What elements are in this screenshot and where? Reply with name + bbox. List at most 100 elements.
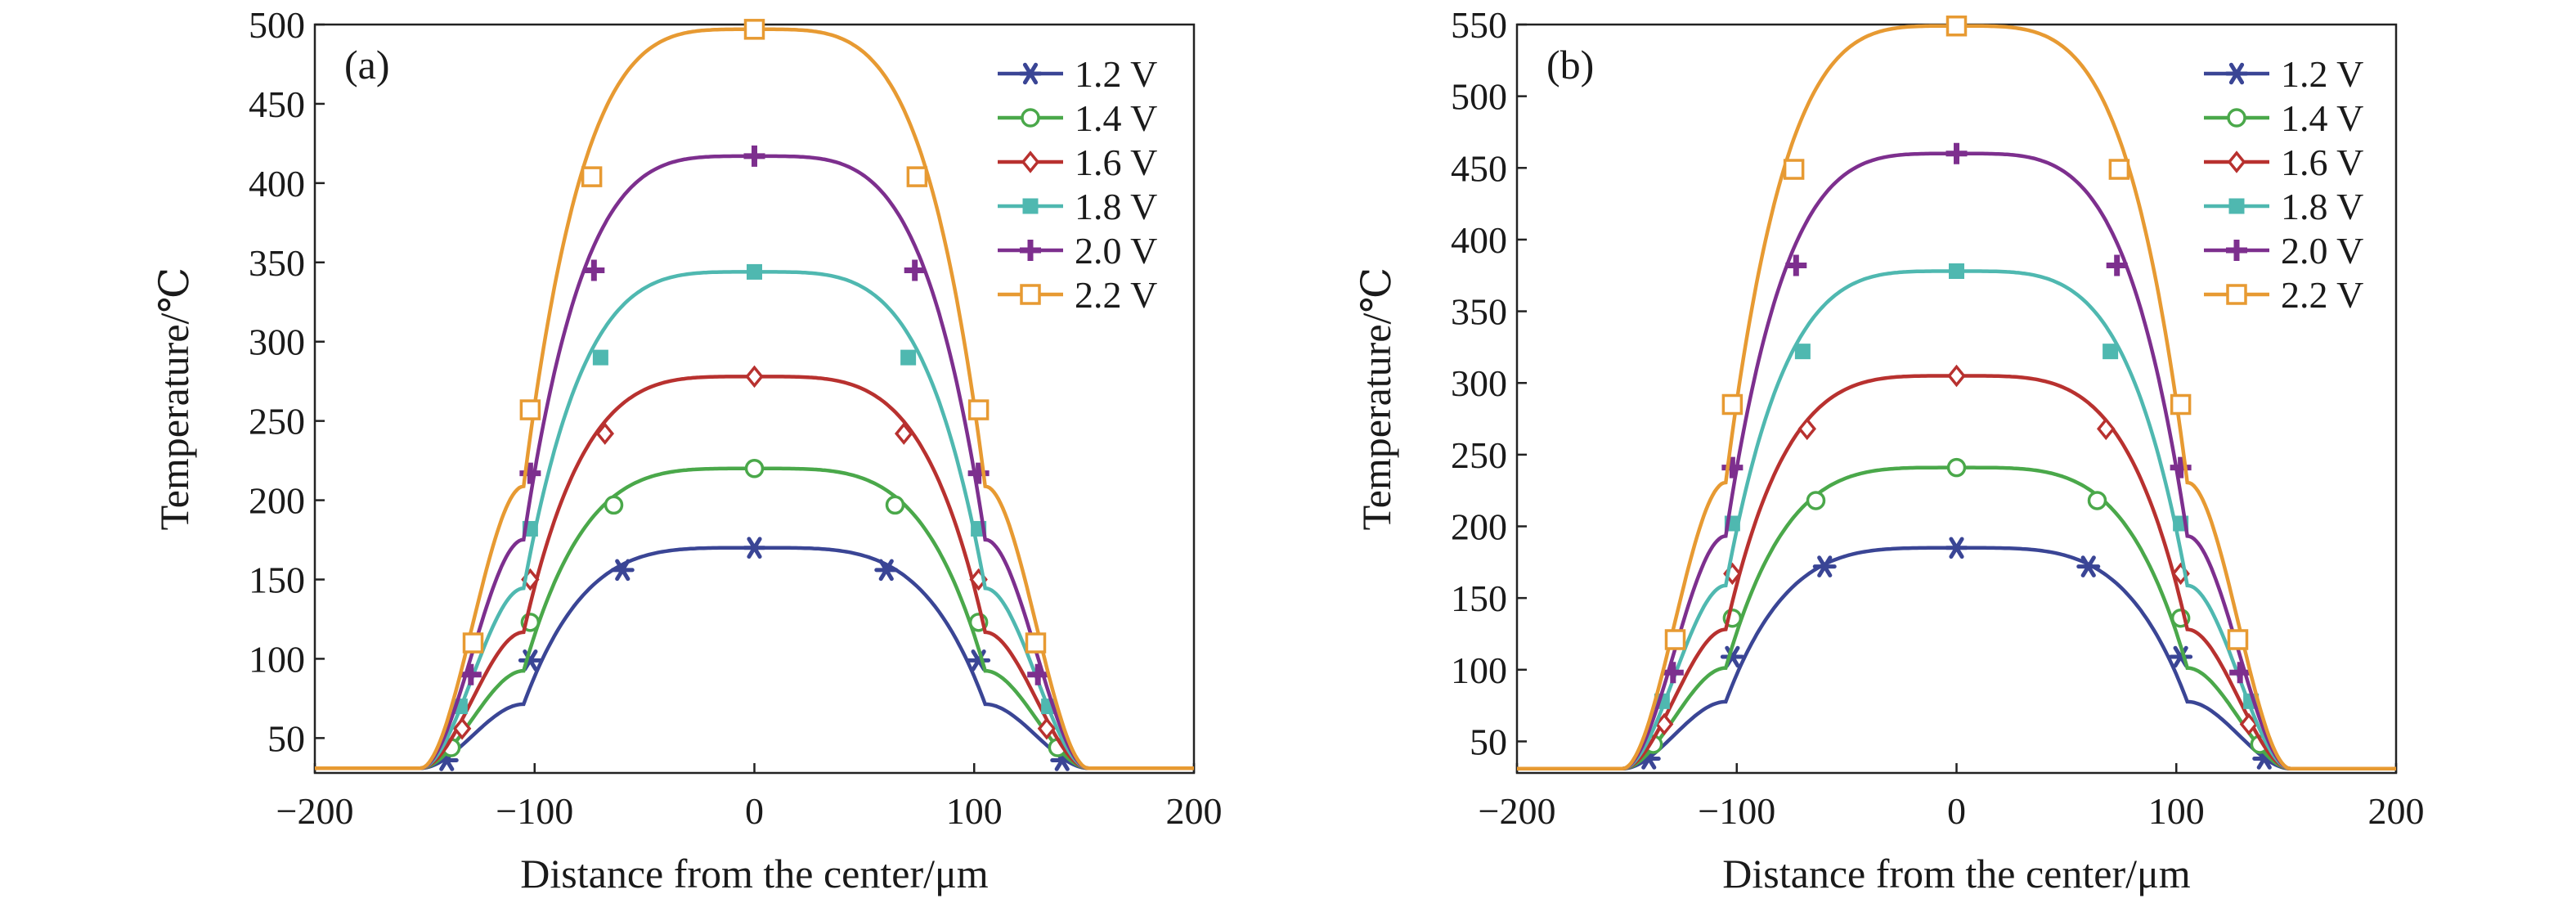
legend-label: 1.6 V — [1075, 142, 1157, 183]
data-point — [1025, 632, 1047, 654]
series-1-2-v — [315, 537, 1194, 771]
legend-label: 1.4 V — [2281, 97, 2363, 139]
data-point — [583, 259, 605, 281]
y-tick-label: 200 — [249, 480, 305, 522]
panel-b: −200 −100 0 100 200 50 100 150 200 250 300 350 400 45… — [1353, 4, 2425, 896]
series-2-0-v — [1517, 142, 2396, 770]
data-point — [874, 559, 899, 582]
y-tick-label: 550 — [1451, 4, 1507, 46]
series-1-6-v — [315, 365, 1194, 770]
series-1-6-v — [1517, 364, 2396, 770]
data-point — [2087, 491, 2107, 510]
data-point — [1662, 662, 1684, 684]
panel-a: −200 −100 0 100 200 50 100 150 200 250 300 350 400 45… — [151, 4, 1223, 896]
series-1-8-v — [1517, 263, 2396, 770]
y-tick-label: 450 — [249, 83, 305, 125]
data-point — [1785, 254, 1807, 276]
data-point — [1721, 456, 1744, 478]
x-tick-label: 0 — [1947, 790, 1966, 832]
data-point — [1946, 457, 1967, 478]
data-point — [1783, 159, 1805, 180]
data-point — [1027, 663, 1049, 685]
data-point — [1945, 537, 1968, 559]
data-point — [581, 166, 603, 187]
data-point — [460, 663, 482, 685]
series-line — [315, 27, 1194, 770]
x-axis-title: Distance from the center/μm — [1722, 851, 2191, 896]
data-point — [743, 19, 765, 40]
legend-marker — [1018, 62, 1043, 85]
legend-marker — [2228, 198, 2245, 214]
data-point — [747, 263, 762, 280]
legend-label: 1.8 V — [2281, 186, 2363, 227]
panel-label: (a) — [344, 42, 390, 88]
y-tick-label: 400 — [249, 163, 305, 204]
data-point — [967, 462, 990, 484]
y-axis-title: Temperature/℃ — [1353, 267, 1399, 531]
legend-marker — [2227, 108, 2246, 128]
y-tick-label: 450 — [1451, 147, 1507, 189]
y-tick-label: 100 — [1451, 649, 1507, 691]
y-tick-label: 500 — [1451, 76, 1507, 118]
data-point — [967, 399, 990, 420]
data-point — [2096, 417, 2116, 441]
legend-marker — [1020, 240, 1041, 261]
x-tick-label: 100 — [946, 790, 1003, 832]
x-tick-label: 0 — [745, 790, 764, 832]
data-point — [1664, 629, 1686, 650]
legend-marker — [2226, 284, 2247, 305]
x-tick-label: −200 — [1479, 790, 1556, 832]
data-point — [1945, 142, 1968, 164]
data-point — [1794, 344, 1811, 360]
y-tick-label: 50 — [1470, 721, 1507, 762]
legend-marker — [2227, 151, 2246, 173]
data-point — [2239, 712, 2259, 736]
y-tick-label: 150 — [1451, 577, 1507, 619]
data-point — [1037, 717, 1057, 740]
x-tick-label: 200 — [2368, 790, 2425, 832]
x-tick-label: −200 — [276, 790, 354, 832]
legend-label: 2.2 V — [1075, 274, 1157, 316]
series-2-0-v — [315, 145, 1194, 770]
data-point — [1812, 555, 1837, 577]
legend-label: 1.6 V — [2281, 142, 2363, 183]
data-point — [1945, 16, 1968, 37]
data-point — [2106, 254, 2128, 276]
data-point — [900, 349, 917, 366]
data-point — [1806, 491, 1826, 510]
x-axis-title: Distance from the center/μm — [520, 851, 989, 896]
data-point — [894, 422, 913, 445]
y-tick-label: 250 — [1451, 434, 1507, 476]
data-point — [885, 495, 905, 515]
y-tick-label: 250 — [249, 401, 305, 443]
legend-marker — [2224, 62, 2249, 85]
data-point — [604, 495, 624, 515]
series-line — [315, 270, 1194, 770]
data-point — [2076, 555, 2101, 577]
legend-label: 2.0 V — [2281, 230, 2363, 272]
data-point — [1654, 712, 1674, 736]
series-1-2-v — [1517, 537, 2396, 770]
data-point — [452, 717, 472, 740]
legend-label: 2.0 V — [1075, 230, 1157, 272]
x-tick-label: −100 — [496, 790, 573, 832]
y-tick-label: 50 — [267, 717, 305, 759]
data-point — [519, 462, 541, 484]
data-point — [1721, 393, 1744, 416]
data-point — [906, 166, 928, 187]
legend-marker — [2226, 240, 2247, 261]
data-point — [462, 632, 484, 654]
y-axis-title: Temperature/℃ — [151, 267, 197, 531]
plot-frame — [1515, 23, 2398, 775]
series-2-2-v — [1517, 16, 2396, 770]
series-line — [1517, 24, 2396, 770]
legend-label: 1.8 V — [1075, 186, 1157, 227]
legend-label: 1.2 V — [1075, 53, 1157, 95]
data-point — [2103, 344, 2119, 360]
x-tick-label: 200 — [1166, 790, 1223, 832]
legend-label: 2.2 V — [2281, 274, 2363, 316]
y-tick-label: 300 — [249, 321, 305, 363]
y-tick-label: 350 — [249, 242, 305, 284]
